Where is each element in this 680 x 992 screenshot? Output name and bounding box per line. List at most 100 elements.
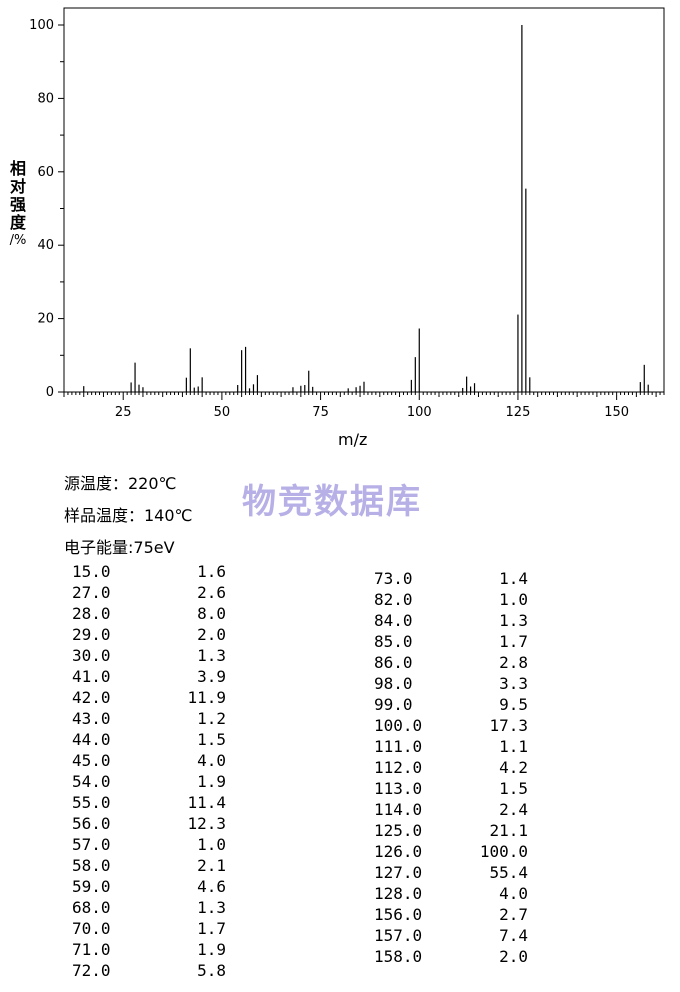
x-tick-label: 50 (214, 405, 231, 420)
intensity-value: 17.3 (489, 716, 528, 735)
intensity-value: 1.6 (197, 562, 226, 581)
peak-table-row: 158.0 2.0 (374, 947, 528, 968)
mz-value: 125.0 (374, 821, 423, 840)
peak-table-row: 54.0 1.9 (72, 772, 226, 793)
source-temperature: 源温度：220℃ (64, 474, 177, 493)
sample-temperature: 样品温度：140℃ (64, 506, 193, 525)
mz-value: 58.0 (72, 856, 111, 875)
mz-value: 59.0 (72, 877, 111, 896)
mz-value: 85.0 (374, 632, 413, 651)
x-tick-label: 100 (407, 405, 432, 420)
mz-value: 111.0 (374, 737, 423, 756)
mz-value: 41.0 (72, 667, 111, 686)
peak-table-row: 73.0 1.4 (374, 569, 528, 590)
mz-value: 126.0 (374, 842, 423, 861)
intensity-value: 2.6 (197, 583, 226, 602)
peak-table-row: 100.0 17.3 (374, 716, 528, 737)
peak-table-row: 85.0 1.7 (374, 632, 528, 653)
peak-table-row: 29.0 2.0 (72, 625, 226, 646)
y-axis: 0 20 40 60 80 100 (29, 18, 64, 400)
intensity-value: 4.0 (197, 751, 226, 770)
intensity-value: 3.3 (499, 674, 528, 693)
peak-table-row: 45.0 4.0 (72, 751, 226, 772)
mz-value: 15.0 (72, 562, 111, 581)
y-axis-label-char: 相 (9, 159, 26, 178)
x-tick-label: 125 (506, 405, 531, 420)
intensity-value: 12.3 (187, 814, 226, 833)
mz-value: 157.0 (374, 926, 423, 945)
intensity-value: 1.3 (197, 646, 226, 665)
mz-value: 113.0 (374, 779, 423, 798)
peak-table-row: 58.0 2.1 (72, 856, 226, 877)
intensity-value: 4.0 (499, 884, 528, 903)
mz-value: 86.0 (374, 653, 413, 672)
peak-table-row: 30.0 1.3 (72, 646, 226, 667)
peak-table-row: 99.0 9.5 (374, 695, 528, 716)
intensity-value: 100.0 (479, 842, 528, 861)
peak-table-row: 82.0 1.0 (374, 590, 528, 611)
y-tick-label: 100 (29, 18, 54, 33)
peak-table-row: 43.0 1.2 (72, 709, 226, 730)
electron-energy: 电子能量:75eV (64, 538, 175, 557)
peak-table-row: 156.0 2.7 (374, 905, 528, 926)
peak-table-row: 72.0 5.8 (72, 961, 226, 982)
peak-table-row: 59.0 4.6 (72, 877, 226, 898)
peak-table-row: 84.0 1.3 (374, 611, 528, 632)
y-tick-label: 40 (37, 238, 54, 253)
peak-table-row: 114.0 2.4 (374, 800, 528, 821)
spectrum-peaks (83, 25, 649, 392)
y-tick-label: 0 (46, 385, 54, 400)
mz-value: 45.0 (72, 751, 111, 770)
peak-table-row: 27.0 2.6 (72, 583, 226, 604)
peak-table-row: 56.0 12.3 (72, 814, 226, 835)
peak-table-row: 41.0 3.9 (72, 667, 226, 688)
intensity-value: 3.9 (197, 667, 226, 686)
y-tick-label: 20 (37, 312, 54, 327)
x-tick-label: 150 (604, 405, 629, 420)
intensity-value: 2.4 (499, 800, 528, 819)
peak-table-row: 15.0 1.6 (72, 562, 226, 583)
x-tick-label: 75 (312, 405, 329, 420)
peak-table-row: 70.0 1.7 (72, 919, 226, 940)
intensity-value: 1.7 (499, 632, 528, 651)
peak-table-row: 68.0 1.3 (72, 898, 226, 919)
intensity-value: 1.9 (197, 940, 226, 959)
mz-value: 156.0 (374, 905, 423, 924)
x-axis-label: m/z (338, 430, 368, 449)
mz-value: 98.0 (374, 674, 413, 693)
intensity-value: 1.3 (499, 611, 528, 630)
mz-value: 54.0 (72, 772, 111, 791)
y-tick-label: 60 (37, 165, 54, 180)
intensity-value: 1.0 (499, 590, 528, 609)
watermark-logo: 物竞数据库 (242, 482, 422, 522)
intensity-value: 5.8 (197, 961, 226, 980)
mz-value: 55.0 (72, 793, 111, 812)
mz-value: 158.0 (374, 947, 423, 966)
peak-table-row: 112.0 4.2 (374, 758, 528, 779)
peak-table-row: 57.0 1.0 (72, 835, 226, 856)
intensity-value: 1.7 (197, 919, 226, 938)
intensity-value: 2.0 (499, 947, 528, 966)
intensity-value: 1.1 (499, 737, 528, 756)
mz-value: 57.0 (72, 835, 111, 854)
mz-value: 128.0 (374, 884, 423, 903)
peak-table-row: 111.0 1.1 (374, 737, 528, 758)
peak-table-row: 113.0 1.5 (374, 779, 528, 800)
intensity-value: 1.2 (197, 709, 226, 728)
intensity-value: 2.0 (197, 625, 226, 644)
mz-value: 72.0 (72, 961, 111, 980)
peak-table-row: 128.0 4.0 (374, 884, 528, 905)
y-tick-label: 80 (37, 91, 54, 106)
x-tick-label: 25 (115, 405, 132, 420)
mz-value: 127.0 (374, 863, 423, 882)
peak-table-row: 55.0 11.4 (72, 793, 226, 814)
mz-value: 56.0 (72, 814, 111, 833)
intensity-value: 1.5 (499, 779, 528, 798)
y-axis-label-unit: /% (9, 233, 27, 248)
peak-table-row: 71.0 1.9 (72, 940, 226, 961)
y-axis-label-char: 度 (9, 213, 26, 232)
intensity-value: 2.7 (499, 905, 528, 924)
mz-value: 42.0 (72, 688, 111, 707)
mz-value: 68.0 (72, 898, 111, 917)
plot-frame (63, 7, 665, 393)
